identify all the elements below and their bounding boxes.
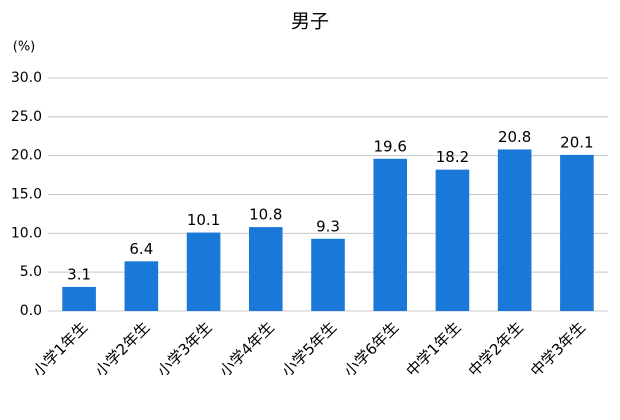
y-tick-label: 10.0 xyxy=(11,225,42,241)
bar xyxy=(311,238,345,311)
bar xyxy=(62,286,96,311)
bar xyxy=(124,261,159,311)
data-label: 20.8 xyxy=(498,128,531,146)
y-tick-label: 30.0 xyxy=(11,70,42,86)
data-label: 6.4 xyxy=(129,240,153,258)
y-tick-label: 0.0 xyxy=(20,303,42,319)
data-label: 19.6 xyxy=(374,137,407,155)
bar xyxy=(373,158,408,311)
bar xyxy=(435,169,470,311)
y-tick-label: 15.0 xyxy=(11,187,42,203)
data-label: 20.1 xyxy=(560,133,593,151)
data-label: 18.2 xyxy=(436,148,469,166)
data-label: 9.3 xyxy=(316,217,340,235)
y-tick-label: 20.0 xyxy=(11,148,42,164)
y-tick-label: 5.0 xyxy=(20,264,42,280)
bar xyxy=(497,149,532,311)
bar xyxy=(248,227,283,311)
data-label: 3.1 xyxy=(67,265,91,283)
bar xyxy=(186,232,221,311)
y-unit-label: (%) xyxy=(13,40,36,55)
data-label: 10.1 xyxy=(187,211,220,229)
bar xyxy=(560,154,594,311)
chart-title: 男子 xyxy=(291,11,329,33)
y-tick-label: 25.0 xyxy=(11,109,42,125)
data-label: 10.8 xyxy=(249,206,282,224)
